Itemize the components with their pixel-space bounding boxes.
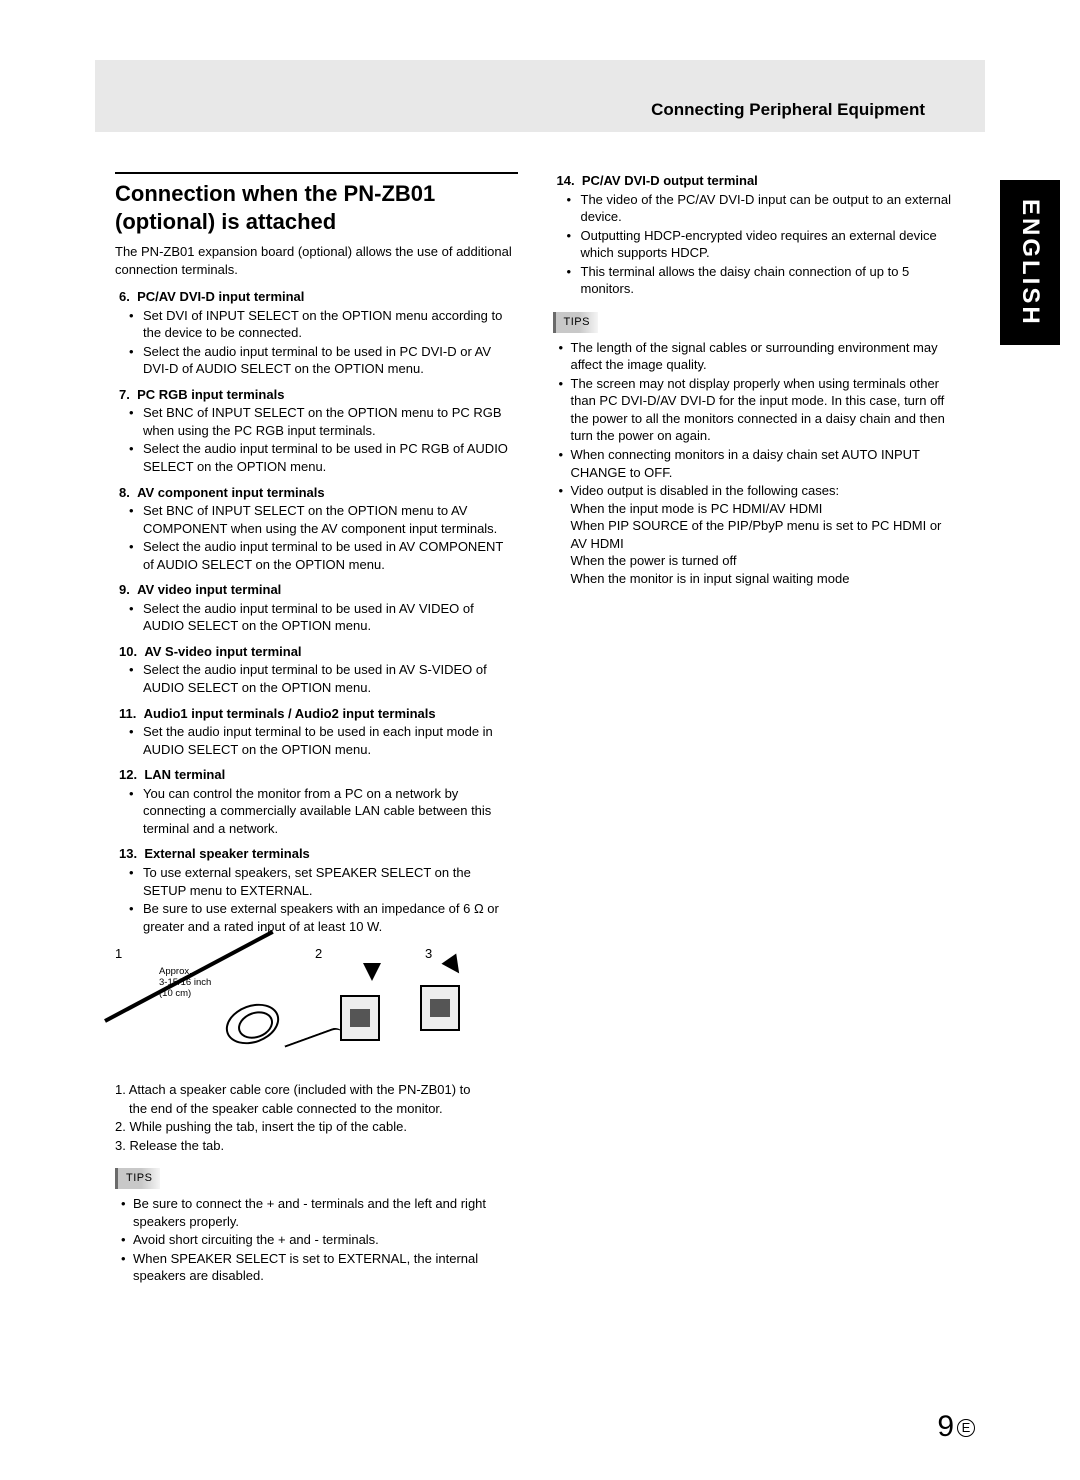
item-7: 7. PC RGB input terminals Set BNC of INP… — [115, 386, 518, 476]
step-3: 3. Release the tab. — [115, 1137, 518, 1155]
right-column: 14. PC/AV DVI-D output terminal The vide… — [553, 172, 956, 1285]
item-14: 14. PC/AV DVI-D output terminal The vide… — [553, 172, 956, 298]
terminal-icon — [340, 995, 380, 1041]
list-item: The length of the signal cables or surro… — [571, 339, 956, 374]
item-title: AV component input terminals — [137, 485, 325, 500]
wire-icon — [284, 1025, 345, 1059]
item-title: PC/AV DVI-D output terminal — [582, 173, 758, 188]
item-num: 10. — [119, 644, 137, 659]
list-item: This terminal allows the daisy chain con… — [581, 263, 956, 298]
approx-label: Approx. 3-15/16 inch (10 cm) — [159, 967, 211, 1000]
list-item: You can control the monitor from a PC on… — [143, 785, 518, 838]
list-item: Be sure to use external speakers with an… — [143, 900, 518, 935]
list-item: The video of the PC/AV DVI-D input can b… — [581, 191, 956, 226]
list-item: To use external speakers, set SPEAKER SE… — [143, 864, 518, 899]
list-item: Video output is disabled in the followin… — [571, 482, 956, 587]
left-column: Connection when the PN-ZB01 (optional) i… — [115, 172, 518, 1285]
diagram-label-3: 3 — [425, 945, 432, 963]
step-1a: 1. Attach a speaker cable core (included… — [115, 1081, 518, 1099]
tips-label: TIPS — [553, 312, 598, 333]
item-6: 6. PC/AV DVI-D input terminal Set DVI of… — [115, 288, 518, 378]
approx-l1: Approx. — [159, 966, 192, 977]
section-title-line2: (optional) is attached — [115, 209, 336, 234]
arrow-down-icon — [363, 963, 381, 981]
speaker-steps: 1. Attach a speaker cable core (included… — [115, 1081, 518, 1154]
language-tab: ENGLISH — [1000, 180, 1060, 345]
section-heading: Connection when the PN-ZB01 (optional) i… — [115, 172, 518, 235]
intro-text: The PN-ZB01 expansion board (optional) a… — [115, 243, 518, 278]
diagram-label-2: 2 — [315, 945, 322, 963]
list-item: When connecting monitors in a daisy chai… — [571, 446, 956, 481]
list-item: Be sure to connect the + and - terminals… — [133, 1195, 518, 1230]
content: Connection when the PN-ZB01 (optional) i… — [115, 172, 955, 1285]
left-tips: TIPS Be sure to connect the + and - term… — [115, 1168, 518, 1285]
list-item: Select the audio input terminal to be us… — [143, 538, 518, 573]
item-title: Audio1 input terminals / Audio2 input te… — [144, 706, 436, 721]
list-item: Select the audio input terminal to be us… — [143, 440, 518, 475]
speaker-diagram: 1 2 3 Approx. 3-15/16 inch (10 cm) — [115, 945, 518, 1075]
page-number: 9E — [937, 1410, 975, 1444]
header-band: Connecting Peripheral Equipment — [95, 60, 985, 132]
list-item: Outputting HDCP-encrypted video requires… — [581, 227, 956, 262]
header-title: Connecting Peripheral Equipment — [651, 100, 925, 120]
list-item: Select the audio input terminal to be us… — [143, 600, 518, 635]
list-item: Select the audio input terminal to be us… — [143, 661, 518, 696]
terminal-icon — [420, 985, 460, 1031]
item-num: 9. — [119, 582, 130, 597]
diagram-label-1: 1 — [115, 945, 122, 963]
item-title: AV video input terminal — [137, 582, 281, 597]
page-lang-icon: E — [957, 1419, 975, 1437]
approx-l2: 3-15/16 inch — [159, 977, 211, 988]
item-12: 12. LAN terminal You can control the mon… — [115, 766, 518, 837]
list-item: When SPEAKER SELECT is set to EXTERNAL, … — [133, 1250, 518, 1285]
list-item: Set the audio input terminal to be used … — [143, 723, 518, 758]
arrow-down-icon — [441, 954, 466, 979]
item-num: 11. — [119, 706, 136, 721]
right-tips: TIPS The length of the signal cables or … — [553, 312, 956, 588]
item-num: 8. — [119, 485, 130, 500]
item-num: 7. — [119, 387, 130, 402]
list-item: Set DVI of INPUT SELECT on the OPTION me… — [143, 307, 518, 342]
list-item: Set BNC of INPUT SELECT on the OPTION me… — [143, 404, 518, 439]
approx-l3: (10 cm) — [159, 988, 191, 999]
item-title: LAN terminal — [144, 767, 225, 782]
list-item: Select the audio input terminal to be us… — [143, 343, 518, 378]
item-title: External speaker terminals — [144, 846, 309, 861]
list-item: The screen may not display properly when… — [571, 375, 956, 445]
section-title-line1: Connection when the PN-ZB01 — [115, 181, 435, 206]
item-title: PC RGB input terminals — [137, 387, 284, 402]
item-num: 12. — [119, 767, 137, 782]
item-title: AV S-video input terminal — [144, 644, 301, 659]
item-11: 11. Audio1 input terminals / Audio2 inpu… — [115, 705, 518, 759]
step-1b: the end of the speaker cable connected t… — [115, 1100, 518, 1118]
item-8: 8. AV component input terminals Set BNC … — [115, 484, 518, 574]
page-num-value: 9 — [937, 1410, 954, 1443]
list-item: Avoid short circuiting the + and - termi… — [133, 1231, 518, 1249]
item-num: 14. — [557, 173, 575, 188]
cable-core-icon — [220, 997, 285, 1052]
list-item: Set BNC of INPUT SELECT on the OPTION me… — [143, 502, 518, 537]
item-13: 13. External speaker terminals To use ex… — [115, 845, 518, 935]
item-title: PC/AV DVI-D input terminal — [137, 289, 304, 304]
item-num: 6. — [119, 289, 130, 304]
step-2: 2. While pushing the tab, insert the tip… — [115, 1118, 518, 1136]
item-9: 9. AV video input terminal Select the au… — [115, 581, 518, 635]
tips-label: TIPS — [115, 1168, 160, 1189]
item-num: 13. — [119, 846, 137, 861]
item-10: 10. AV S-video input terminal Select the… — [115, 643, 518, 697]
